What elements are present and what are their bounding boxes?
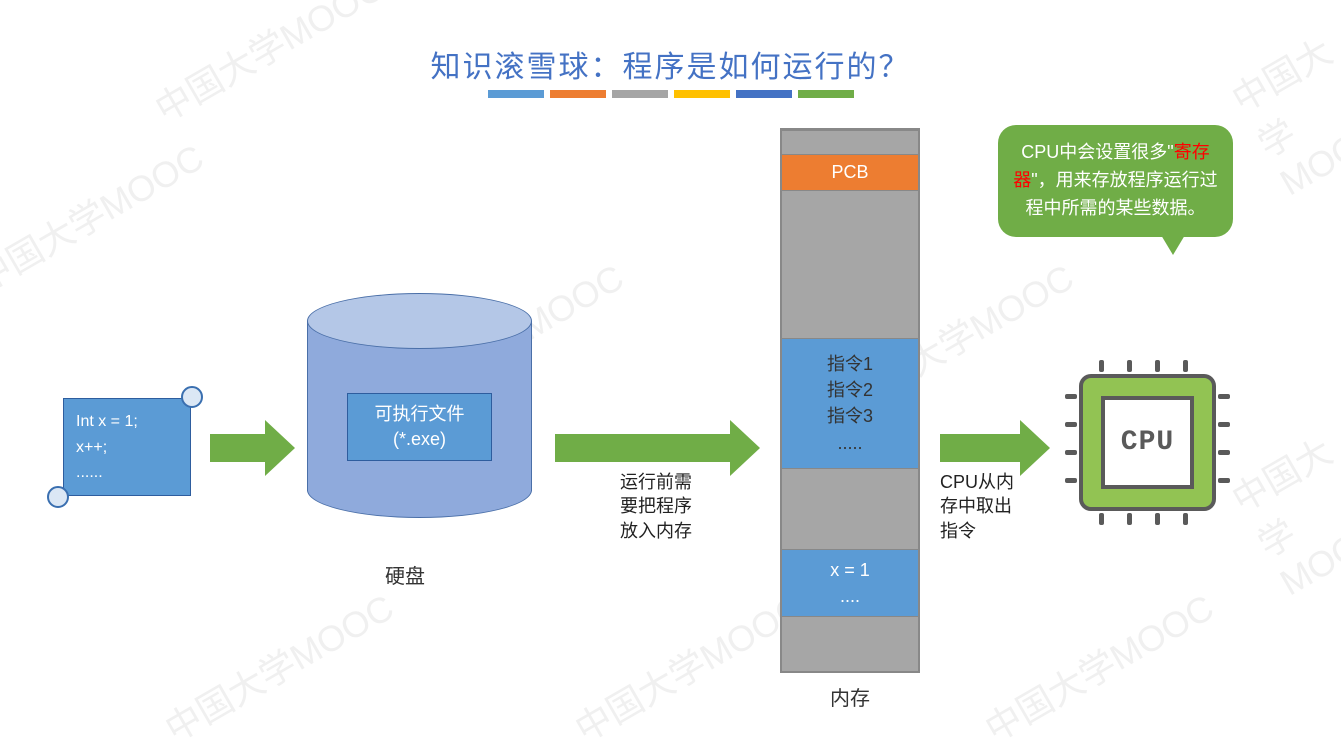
color-seg (674, 90, 730, 98)
memory-segment: 指令1指令2指令3..... (782, 338, 918, 467)
caption-line: 运行前需 (620, 470, 692, 494)
chip-pin-icon (1218, 450, 1230, 455)
arrow2-caption: 运行前需 要把程序 放入内存 (620, 470, 692, 543)
watermark: 中国大学MOOC (154, 579, 402, 752)
bubble-text: "，用来存放程序运行过程中所需的某些数据。 (1026, 170, 1218, 218)
memory-segment (782, 616, 918, 671)
chip-pin-icon (1155, 513, 1160, 525)
memory-segment-line: 指令2 (827, 377, 873, 403)
cpu-chip: CPU (1065, 360, 1230, 525)
chip-pin-icon (1127, 513, 1132, 525)
arrow-disk-to-memory (555, 420, 760, 476)
disk-cylinder: 可执行文件 (*.exe) (307, 293, 532, 518)
watermark: 中国大学MOOC (564, 579, 812, 752)
color-seg (488, 90, 544, 98)
code-box: Int x = 1; x++; ...... (63, 398, 191, 496)
chip-pin-icon (1218, 422, 1230, 427)
chip-pin-icon (1065, 450, 1077, 455)
arrow-memory-to-cpu (940, 420, 1050, 476)
memory-segment-line: 指令3 (827, 403, 873, 429)
memory-segment (782, 468, 918, 549)
caption-line: 指令 (940, 519, 1014, 543)
color-seg (550, 90, 606, 98)
arrow3-caption: CPU从内 存中取出 指令 (940, 470, 1014, 543)
watermark: 中国大学MOOC (974, 579, 1222, 752)
memory-segment-line: ..... (837, 430, 862, 456)
caption-line: 放入内存 (620, 519, 692, 543)
memory-segment (782, 130, 918, 154)
memory-segment (782, 190, 918, 339)
chip-pin-icon (1155, 360, 1160, 372)
source-code-scroll: Int x = 1; x++; ...... (55, 392, 195, 502)
arrow-head-icon (265, 420, 295, 476)
memory-caption: 内存 (830, 682, 870, 711)
color-seg (798, 90, 854, 98)
watermark: 中国大学MOOC (1221, 422, 1341, 604)
caption-line: 要把程序 (620, 494, 692, 518)
memory-segment-line: .... (840, 583, 860, 609)
code-line: ...... (76, 460, 182, 486)
scroll-curl-icon (181, 386, 203, 408)
arrow-shaft (940, 434, 1020, 462)
arrow-shaft (210, 434, 265, 462)
scroll-curl-icon (47, 486, 69, 508)
bubble-tail-icon (1161, 235, 1185, 255)
memory-segment-line: 指令1 (827, 351, 873, 377)
exe-label-line: (*.exe) (393, 427, 446, 452)
code-line: Int x = 1; (76, 409, 182, 435)
arrow-shaft (555, 434, 730, 462)
chip-pin-icon (1065, 478, 1077, 483)
caption-line: CPU从内 (940, 470, 1014, 494)
arrow-code-to-disk (210, 420, 295, 476)
memory-segment-line: PCB (831, 159, 868, 185)
disk-caption: 硬盘 (385, 560, 425, 589)
chip-pin-icon (1065, 394, 1077, 399)
executable-file-box: 可执行文件 (*.exe) (347, 393, 492, 461)
watermark: 中国大学MOOC (0, 129, 212, 302)
disk-top (307, 293, 532, 349)
bubble-text: CPU中会设置很多" (1021, 142, 1173, 162)
chip-pin-icon (1183, 360, 1188, 372)
chip-pin-icon (1099, 360, 1104, 372)
chip-pin-icon (1127, 360, 1132, 372)
caption-line: 存中取出 (940, 494, 1014, 518)
memory-segment-line: x = 1 (830, 557, 870, 583)
chip-inner: CPU (1101, 396, 1194, 489)
chip-pin-icon (1218, 394, 1230, 399)
page-title: 知识滚雪球：程序是如何运行的？ (0, 42, 1341, 86)
chip-pin-icon (1218, 478, 1230, 483)
color-seg (736, 90, 792, 98)
color-seg (612, 90, 668, 98)
memory-segment: PCB (782, 154, 918, 190)
speech-bubble: CPU中会设置很多"寄存器"，用来存放程序运行过程中所需的某些数据。 (998, 125, 1233, 237)
chip-pin-icon (1065, 422, 1077, 427)
memory-segment: x = 1.... (782, 549, 918, 617)
exe-label-line: 可执行文件 (375, 402, 465, 427)
memory-stack: PCB 指令1指令2指令3..... x = 1.... (780, 128, 920, 673)
chip-pin-icon (1099, 513, 1104, 525)
title-color-bar (488, 90, 854, 98)
code-line: x++; (76, 435, 182, 461)
arrow-head-icon (730, 420, 760, 476)
arrow-head-icon (1020, 420, 1050, 476)
cpu-register-bubble: CPU中会设置很多"寄存器"，用来存放程序运行过程中所需的某些数据。 (998, 125, 1233, 237)
chip-pin-icon (1183, 513, 1188, 525)
